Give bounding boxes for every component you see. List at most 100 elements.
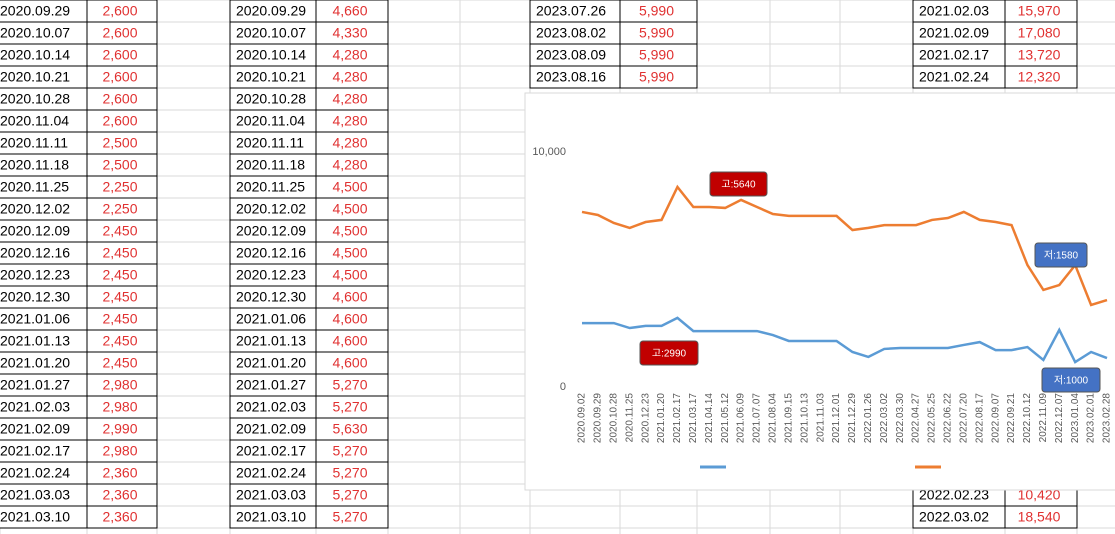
value-cell: 4,500 xyxy=(332,245,367,261)
value-cell: 5,990 xyxy=(639,25,674,41)
value-cell: 18,540 xyxy=(1018,509,1061,525)
x-tick-label: 2023.02.28 xyxy=(1102,393,1113,443)
date-cell: 2021.01.13 xyxy=(0,333,70,349)
value-cell: 5,990 xyxy=(639,69,674,85)
date-cell: 2021.01.06 xyxy=(0,311,70,327)
value-cell: 2,450 xyxy=(102,355,137,371)
date-cell: 2021.03.03 xyxy=(0,487,70,503)
value-cell: 4,500 xyxy=(332,223,367,239)
value-cell: 2,450 xyxy=(102,245,137,261)
value-cell: 5,270 xyxy=(332,487,367,503)
date-cell: 2020.11.11 xyxy=(236,135,304,151)
date-cell: 2021.01.20 xyxy=(236,355,306,371)
date-cell: 2020.12.30 xyxy=(236,289,306,305)
date-cell: 2020.10.14 xyxy=(0,47,70,63)
annotation-box xyxy=(1034,242,1088,268)
date-cell: 2021.02.24 xyxy=(236,465,306,481)
date-cell: 2020.12.16 xyxy=(236,245,306,261)
value-cell: 2,990 xyxy=(102,421,137,437)
x-tick-label: 2020.11.25 xyxy=(624,393,635,443)
value-cell: 5,990 xyxy=(639,3,674,19)
x-tick-label: 2022.11.09 xyxy=(1038,393,1049,443)
y-tick-label: 0 xyxy=(560,381,566,393)
value-cell: 2,980 xyxy=(102,377,137,393)
date-cell: 2020.09.29 xyxy=(0,3,70,19)
value-cell: 4,330 xyxy=(332,25,367,41)
value-cell: 4,280 xyxy=(332,47,367,63)
value-cell: 4,280 xyxy=(332,91,367,107)
x-tick-label: 2021.08.04 xyxy=(768,393,779,443)
value-cell: 4,600 xyxy=(332,289,367,305)
value-cell: 4,280 xyxy=(332,69,367,85)
value-cell: 2,600 xyxy=(102,3,137,19)
x-tick-label: 2022.03.02 xyxy=(879,393,890,443)
value-cell: 4,500 xyxy=(332,201,367,217)
x-tick-label: 2022.08.17 xyxy=(974,393,985,443)
date-cell: 2021.02.24 xyxy=(0,465,70,481)
date-cell: 2020.11.18 xyxy=(0,157,69,173)
value-cell: 4,660 xyxy=(332,3,367,19)
date-cell: 2022.02.23 xyxy=(919,487,989,503)
date-cell: 2020.12.16 xyxy=(0,245,70,261)
date-cell: 2020.12.23 xyxy=(236,267,306,283)
value-cell: 4,600 xyxy=(332,355,367,371)
value-cell: 2,450 xyxy=(102,333,137,349)
value-cell: 2,360 xyxy=(102,509,137,525)
date-cell: 2021.03.03 xyxy=(236,487,306,503)
x-tick-label: 2021.11.03 xyxy=(815,393,826,443)
x-tick-label: 2022.05.25 xyxy=(927,393,938,443)
value-cell: 5,270 xyxy=(332,377,367,393)
annotation-text: 고:2990 xyxy=(652,349,687,360)
date-cell: 2020.12.30 xyxy=(0,289,70,305)
date-cell: 2020.12.02 xyxy=(236,201,306,217)
x-tick-label: 2022.10.12 xyxy=(1022,393,1033,443)
date-cell: 2021.03.10 xyxy=(236,509,306,525)
date-cell: 2021.02.09 xyxy=(236,421,306,437)
date-cell: 2021.01.13 xyxy=(236,333,306,349)
series-line xyxy=(581,184,1108,307)
value-cell: 2,980 xyxy=(102,399,137,415)
date-cell: 2021.02.09 xyxy=(919,25,989,41)
value-cell: 13,720 xyxy=(1018,47,1061,63)
value-cell: 2,600 xyxy=(102,91,137,107)
date-cell: 2020.11.04 xyxy=(0,113,69,129)
x-tick-label: 2020.09.29 xyxy=(593,393,604,443)
value-cell: 10,420 xyxy=(1018,487,1061,503)
date-cell: 2020.12.02 xyxy=(0,201,70,217)
date-cell: 2021.02.24 xyxy=(919,69,989,85)
x-tick-label: 2022.09.07 xyxy=(990,393,1001,443)
date-cell: 2023.08.09 xyxy=(536,47,606,63)
date-cell: 2020.10.14 xyxy=(236,47,306,63)
x-tick-label: 2022.06.22 xyxy=(943,393,954,443)
value-cell: 2,450 xyxy=(102,311,137,327)
date-cell: 2021.01.27 xyxy=(0,377,70,393)
annotation-text: 고:5640 xyxy=(721,180,756,191)
date-cell: 2020.12.09 xyxy=(236,223,306,239)
value-cell: 17,080 xyxy=(1018,25,1061,41)
x-tick-label: 2022.03.30 xyxy=(895,393,906,443)
value-cell: 15,970 xyxy=(1018,3,1061,19)
date-cell: 2020.09.29 xyxy=(236,3,306,19)
date-cell: 2021.01.27 xyxy=(236,377,306,393)
date-cell: 2020.11.04 xyxy=(236,113,305,129)
value-cell: 4,500 xyxy=(332,179,367,195)
date-cell: 2020.10.07 xyxy=(0,25,70,41)
x-tick-label: 2020.10.28 xyxy=(608,393,619,443)
chart-area xyxy=(524,92,1115,491)
cell xyxy=(619,65,698,89)
x-tick-label: 2022.07.20 xyxy=(958,393,969,443)
value-cell: 5,270 xyxy=(332,509,367,525)
x-tick-label: 2021.04.14 xyxy=(704,393,715,443)
date-cell: 2023.08.16 xyxy=(536,69,606,85)
date-cell: 2020.11.25 xyxy=(236,179,305,195)
value-cell: 4,280 xyxy=(332,157,367,173)
cell xyxy=(315,505,389,529)
date-cell: 2021.02.03 xyxy=(236,399,306,415)
date-cell: 2020.12.23 xyxy=(0,267,70,283)
date-cell: 2022.03.02 xyxy=(919,509,989,525)
x-tick-label: 2021.12.01 xyxy=(831,393,842,443)
x-tick-label: 2021.05.12 xyxy=(720,393,731,443)
value-cell: 2,250 xyxy=(102,179,137,195)
x-tick-label: 2022.04.27 xyxy=(911,393,922,443)
